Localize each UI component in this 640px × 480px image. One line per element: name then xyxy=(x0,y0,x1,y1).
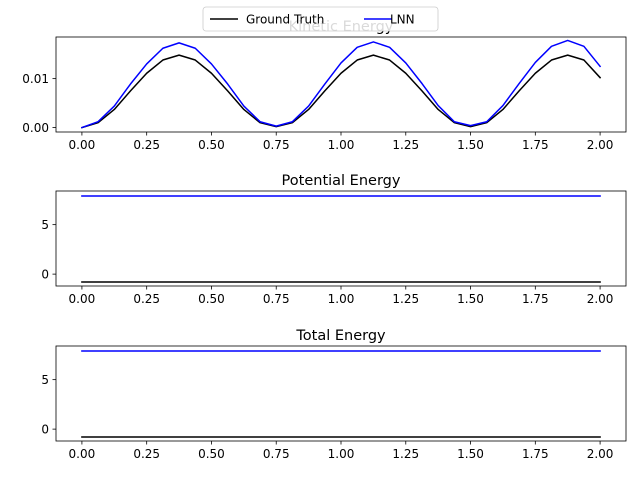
x-tick-label: 1.00 xyxy=(328,292,355,306)
x-tick-label: 1.50 xyxy=(457,447,484,461)
legend-box xyxy=(202,6,439,32)
x-tick-label: 0.75 xyxy=(263,292,290,306)
x-tick-label: 0.50 xyxy=(198,292,225,306)
x-tick-label: 1.25 xyxy=(392,292,419,306)
x-tick-label: 0.00 xyxy=(69,138,96,152)
x-tick-label: 1.50 xyxy=(457,138,484,152)
legend-label-lnn: LNN xyxy=(390,13,415,27)
y-tick-label: 5 xyxy=(41,218,49,232)
x-tick-label: 0.25 xyxy=(133,447,160,461)
x-tick-label: 0.75 xyxy=(263,138,290,152)
x-tick-label: 1.75 xyxy=(522,292,549,306)
x-tick-label: 2.00 xyxy=(587,447,614,461)
x-tick-label: 0.00 xyxy=(69,292,96,306)
x-tick-label: 2.00 xyxy=(587,138,614,152)
x-tick-label: 1.00 xyxy=(328,138,355,152)
y-tick-label: 0 xyxy=(41,422,49,436)
series-line-ground-truth xyxy=(80,54,602,129)
panel-2: Potential Energy 0.00 0.25 0.50 0.75 1.00 1.25… xyxy=(41,173,627,306)
panel-title: Total Energy xyxy=(295,328,386,344)
legend-label-ground-truth: Ground Truth xyxy=(246,13,324,27)
panel-3: Total Energy 0.00 0.25 0.50 0.75 1.00 1.25 1.50… xyxy=(41,328,627,461)
x-tick-label: 1.50 xyxy=(457,292,484,306)
x-tick-label: 0.50 xyxy=(198,447,225,461)
y-tick-label: 0 xyxy=(41,267,49,281)
series-line-lnn xyxy=(80,39,602,129)
x-tick-label: 1.25 xyxy=(392,447,419,461)
x-tick-label: 1.75 xyxy=(522,447,549,461)
legend: Ground Truth LNN xyxy=(202,6,439,32)
x-tick-label: 1.25 xyxy=(392,138,419,152)
x-tick-label: 0.25 xyxy=(133,138,160,152)
x-tick-label: 1.75 xyxy=(522,138,549,152)
panel-title: Potential Energy xyxy=(282,173,401,189)
x-tick-label: 2.00 xyxy=(587,292,614,306)
x-tick-label: 0.00 xyxy=(69,447,96,461)
y-tick-label: 5 xyxy=(41,373,49,387)
x-tick-label: 0.50 xyxy=(198,138,225,152)
y-tick-label: 0.00 xyxy=(22,121,49,135)
x-tick-label: 1.00 xyxy=(328,447,355,461)
x-tick-label: 0.25 xyxy=(133,292,160,306)
x-tick-label: 0.75 xyxy=(263,447,290,461)
y-tick-label: 0.01 xyxy=(22,72,49,86)
